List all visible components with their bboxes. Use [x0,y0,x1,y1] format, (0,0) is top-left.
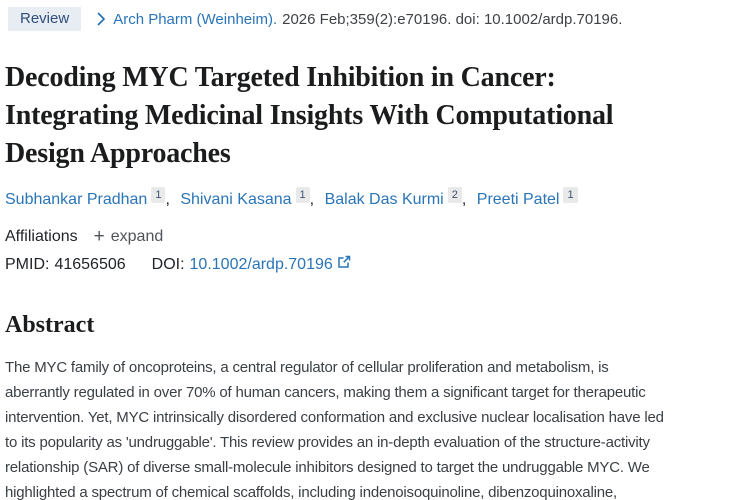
affiliations-label: Affiliations [5,228,78,245]
author-item: Shivani Kasana 1, [180,187,320,208]
author-link[interactable]: Shivani Kasana [180,191,292,208]
plus-icon: + [93,226,105,247]
affiliation-superscript[interactable]: 1 [151,187,166,203]
doi-link[interactable]: 10.1002/ardp.70196 [190,255,351,274]
author-separator: , [461,191,467,208]
affiliation-superscript[interactable]: 1 [295,187,310,203]
header-citation-row: Review Arch Pharm (Weinheim). 2026 Feb;3… [5,7,748,31]
affiliation-superscript[interactable]: 1 [563,187,578,203]
chevron-right-icon [97,12,106,26]
affiliation-superscript[interactable]: 2 [447,187,462,203]
identifiers-row: PMID: 41656506 DOI: 10.1002/ardp.70196 [5,255,748,274]
author-link[interactable]: Subhankar Pradhan [5,191,148,208]
publication-type-badge: Review [8,7,82,31]
affiliations-row: Affiliations + expand [5,226,748,247]
author-item: Subhankar Pradhan 1, [5,187,176,208]
citation-text: 2026 Feb;359(2):e70196. doi: 10.1002/ard… [282,10,623,28]
doi-label: DOI: [151,255,185,273]
abstract-heading: Abstract [5,312,95,338]
author-link[interactable]: Balak Das Kurmi [324,191,444,208]
external-link-icon [337,255,351,274]
doi-group: DOI: 10.1002/ardp.70196 [152,255,351,274]
page-title: Decoding MYC Targeted Inhibition in Canc… [5,62,614,169]
author-separator: , [309,191,315,208]
author-separator: , [165,191,170,208]
journal-link[interactable]: Arch Pharm (Weinheim). [113,10,278,28]
author-link[interactable]: Preeti Patel [476,191,560,208]
expand-affiliations-button[interactable]: + expand [93,226,164,247]
pmid-label: PMID: [5,255,50,273]
abstract-text: The MYC family of oncoproteins, a centra… [5,359,664,500]
author-item: Balak Das Kurmi 2, [324,187,473,208]
expand-label: expand [110,228,164,245]
author-item: Preeti Patel 1 [476,187,578,208]
pmid-value: 41656506 [54,255,126,273]
authors-list: Subhankar Pradhan 1, Shivani Kasana 1, Bal… [5,187,748,211]
